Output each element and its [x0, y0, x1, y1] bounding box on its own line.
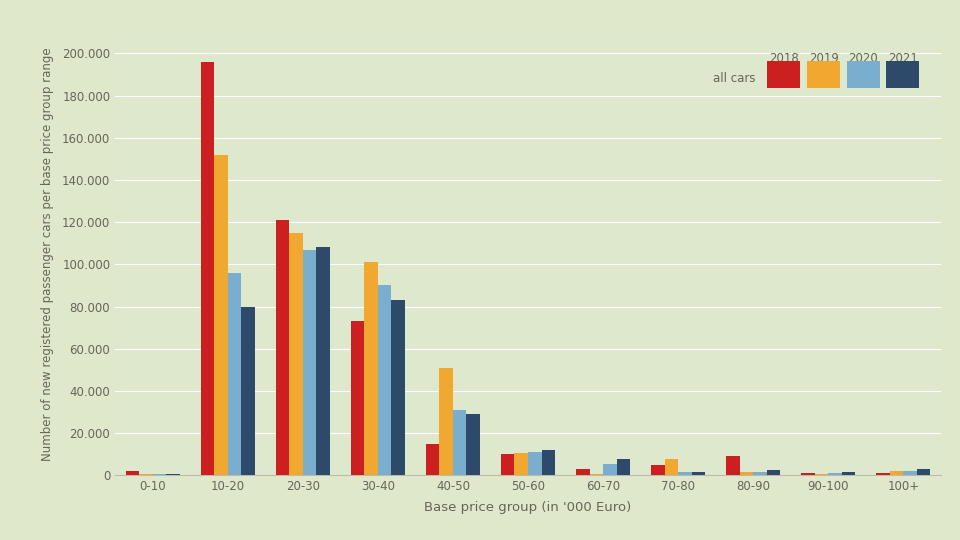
FancyBboxPatch shape: [847, 61, 879, 88]
Bar: [890, 471, 903, 475]
Bar: [166, 474, 180, 475]
Bar: [739, 472, 754, 475]
Bar: [501, 454, 515, 475]
Bar: [302, 249, 317, 475]
X-axis label: Base price group (in '000 Euro): Base price group (in '000 Euro): [424, 502, 632, 515]
Bar: [842, 472, 855, 475]
Bar: [153, 474, 166, 475]
Bar: [541, 450, 555, 475]
Bar: [678, 472, 691, 475]
Y-axis label: Number of new registered passenger cars per base price group range: Number of new registered passenger cars …: [40, 47, 54, 461]
Bar: [378, 286, 392, 475]
Bar: [440, 368, 453, 475]
Bar: [802, 473, 815, 475]
Bar: [603, 464, 616, 475]
Bar: [815, 474, 828, 475]
Bar: [651, 464, 664, 475]
Bar: [828, 473, 842, 475]
Bar: [289, 233, 302, 475]
FancyBboxPatch shape: [886, 61, 920, 88]
Bar: [241, 307, 254, 475]
Bar: [467, 414, 480, 475]
Bar: [691, 472, 706, 475]
Bar: [917, 469, 930, 475]
Text: 2020: 2020: [849, 52, 878, 65]
Bar: [276, 220, 289, 475]
Bar: [616, 460, 630, 475]
Bar: [876, 472, 890, 475]
Bar: [528, 452, 541, 475]
Text: 2019: 2019: [808, 52, 838, 65]
FancyBboxPatch shape: [807, 61, 840, 88]
Bar: [515, 453, 528, 475]
Bar: [576, 469, 589, 475]
Bar: [767, 470, 780, 475]
Bar: [350, 321, 365, 475]
Bar: [228, 273, 241, 475]
Bar: [201, 62, 214, 475]
Bar: [214, 154, 228, 475]
Bar: [426, 443, 440, 475]
Bar: [453, 410, 467, 475]
Bar: [589, 474, 603, 475]
Bar: [365, 262, 378, 475]
Bar: [754, 472, 767, 475]
Bar: [139, 474, 153, 475]
FancyBboxPatch shape: [767, 61, 801, 88]
Bar: [317, 247, 330, 475]
Text: 2021: 2021: [888, 52, 918, 65]
Bar: [664, 460, 678, 475]
Text: 2018: 2018: [769, 52, 799, 65]
Bar: [392, 300, 405, 475]
Bar: [903, 471, 917, 475]
Bar: [126, 471, 139, 475]
Text: all cars: all cars: [712, 72, 755, 85]
Bar: [726, 456, 739, 475]
